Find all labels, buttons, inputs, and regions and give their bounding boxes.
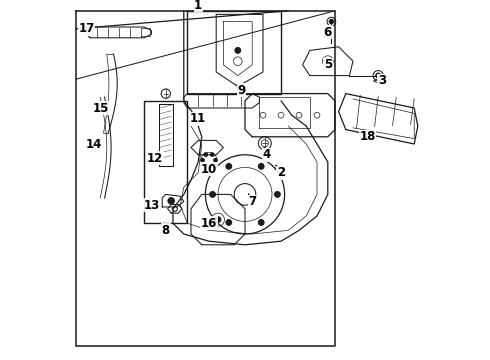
Circle shape [210,153,214,156]
Circle shape [215,217,221,222]
Text: 6: 6 [324,26,332,39]
Circle shape [274,192,280,197]
Text: 3: 3 [378,75,386,87]
Text: 14: 14 [86,138,102,150]
Circle shape [210,164,214,168]
Circle shape [329,19,334,24]
Circle shape [214,158,217,162]
Text: 5: 5 [324,58,332,71]
Circle shape [235,48,241,53]
Text: 16: 16 [201,217,217,230]
Text: 11: 11 [190,112,206,125]
Circle shape [258,220,264,225]
Circle shape [226,163,232,169]
Circle shape [201,158,204,162]
Text: 17: 17 [78,22,95,35]
Text: 18: 18 [359,130,376,143]
Text: 15: 15 [93,102,109,114]
Circle shape [258,163,264,169]
Text: 4: 4 [263,148,270,161]
Circle shape [376,73,381,78]
Circle shape [210,192,216,197]
Circle shape [168,198,174,204]
Text: 12: 12 [147,152,163,165]
Circle shape [204,164,208,168]
Text: 8: 8 [162,224,170,237]
Text: 1: 1 [194,0,202,12]
Text: 13: 13 [143,199,160,212]
Circle shape [226,220,232,225]
Circle shape [204,153,208,156]
Text: 9: 9 [237,84,245,96]
Text: 7: 7 [248,195,256,208]
Text: 2: 2 [277,166,285,179]
Text: 10: 10 [201,163,217,176]
